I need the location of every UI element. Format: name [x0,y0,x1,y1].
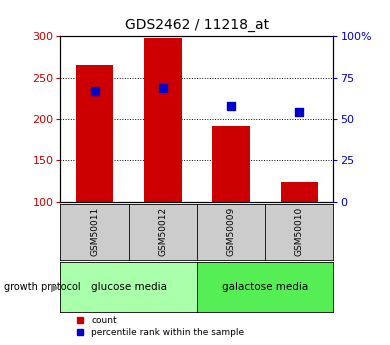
Point [91,88,98,93]
Text: galactose media: galactose media [222,282,308,292]
Point [296,109,303,114]
Text: GSM50010: GSM50010 [295,206,304,256]
Point [228,103,234,109]
Bar [76,65,113,202]
Bar [212,126,250,202]
Text: GSM50012: GSM50012 [158,206,167,256]
Legend: count, percentile rank within the sample: count, percentile rank within the sample [67,313,248,341]
Text: glucose media: glucose media [91,282,167,292]
Bar [280,182,318,202]
Bar [144,38,182,202]
Point [160,86,166,91]
Title: GDS2462 / 11218_at: GDS2462 / 11218_at [125,18,269,32]
Text: ▶: ▶ [51,282,59,292]
Text: growth protocol: growth protocol [4,282,80,292]
Text: GSM50009: GSM50009 [227,206,236,256]
Text: GSM50011: GSM50011 [90,206,99,256]
